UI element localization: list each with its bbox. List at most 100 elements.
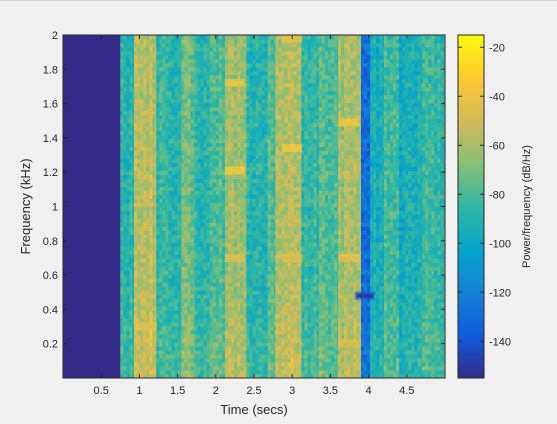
spectrogram-cell (114, 354, 119, 359)
spectrogram-cell (63, 230, 67, 235)
spectrogram-cell (203, 266, 208, 271)
spectrogram-cell (99, 206, 104, 211)
spectrogram-cell (123, 274, 127, 279)
spectrogram-cell (102, 270, 107, 275)
spectrogram-cell (206, 150, 211, 156)
spectrogram-cell (111, 138, 116, 144)
spectrogram-cell (78, 142, 82, 148)
spectrogram-cell (152, 266, 156, 271)
spectrogram-cell (69, 210, 73, 215)
spectrogram-cell (87, 118, 91, 124)
spectrogram-cell (81, 142, 85, 148)
spectrogram-cell (126, 98, 130, 104)
spectrogram-cell (165, 114, 169, 120)
spectrogram-cell (168, 74, 172, 80)
spectrogram-cell (174, 278, 178, 283)
spectrogram-cell (177, 90, 182, 96)
spectrogram-cell (111, 234, 116, 239)
spectrogram-cell (129, 118, 133, 124)
spectrogram-cell (180, 246, 182, 251)
spectrogram-cell (174, 238, 178, 243)
spectrogram-cell (66, 270, 70, 275)
spectrogram-cell (156, 354, 160, 359)
spectrogram-cell (93, 250, 98, 255)
spectrogram-cell (129, 198, 133, 203)
spectrogram-cell (84, 154, 88, 160)
spectrogram-cell (162, 150, 166, 156)
spectrogram-cell (84, 58, 88, 64)
spectrogram-cell (212, 346, 217, 351)
spectrogram-cell (209, 54, 214, 60)
spectrogram-cell (87, 194, 91, 199)
spectrogram-cell (132, 358, 135, 363)
spectrogram-cell (126, 234, 130, 239)
spectrogram-cell (81, 146, 85, 152)
spectrogram-cell (228, 218, 232, 223)
spectrogram-cell (193, 338, 195, 343)
spectrogram-cell (221, 366, 226, 371)
spectrogram-cell (215, 130, 220, 136)
spectrogram-cell (87, 326, 91, 331)
spectrogram-cell (140, 338, 144, 343)
spectrogram-cell (132, 114, 135, 120)
spectrogram-cell (99, 194, 104, 199)
spectrogram-cell (140, 318, 144, 323)
spectrogram-cell (72, 274, 76, 279)
spectrogram-cell (159, 122, 163, 128)
spectrogram-cell (197, 354, 201, 359)
spectrogram-cell (78, 342, 82, 347)
spectrogram-cell (212, 154, 217, 160)
spectrogram-cell (212, 366, 217, 371)
spectrogram-cell (206, 154, 211, 160)
spectrogram-cell (162, 134, 166, 140)
spectrogram-cell (200, 38, 204, 44)
spectrogram-cell (206, 38, 211, 44)
spectrogram-cell (221, 170, 226, 175)
spectrogram-cell (180, 230, 182, 235)
spectrogram-cell (126, 50, 130, 56)
spectrogram-cell (215, 318, 220, 323)
spectrogram-cell (102, 282, 107, 287)
spectrogram-cell (156, 78, 160, 84)
spectrogram-cell (137, 158, 141, 164)
spectrogram-cell (143, 374, 147, 379)
spectrogram-cell (134, 242, 138, 247)
spectrogram-cell (63, 182, 67, 187)
spectrogram-cell (105, 370, 110, 375)
spectrogram-cell (187, 150, 191, 156)
spectrogram-cell (137, 98, 141, 104)
spectrogram-cell (111, 78, 116, 84)
spectrogram-cell (224, 242, 229, 247)
spectrogram-cell (63, 194, 67, 199)
spectrogram-cell (200, 262, 204, 267)
spectrogram-cell (114, 266, 119, 271)
spectrogram-cell (168, 342, 172, 347)
spectrogram-cell (171, 274, 175, 279)
spectrogram-cell (200, 126, 204, 132)
spectrogram-cell (215, 290, 220, 295)
spectrogram-cell (102, 314, 107, 319)
spectrogram-cell (209, 330, 214, 335)
spectrogram-cell (132, 282, 135, 287)
spectrogram-cell (75, 270, 79, 275)
spectrogram-cell (203, 122, 208, 128)
spectrogram-cell (197, 182, 201, 187)
spectrogram-cell (194, 182, 198, 187)
spectrogram-cell (209, 306, 214, 311)
spectrogram-cell (78, 98, 82, 104)
spectrogram-cell (78, 286, 82, 291)
spectrogram-cell (75, 186, 79, 191)
spectrogram-cell (111, 106, 116, 112)
spectrogram-cell (102, 182, 107, 187)
spectrogram-cell (93, 146, 98, 152)
spectrogram-cell (129, 202, 133, 207)
spectrogram-cell (181, 138, 185, 144)
spectrogram-cell (84, 294, 88, 299)
spectrogram-cell (203, 114, 208, 120)
spectrogram-cell (66, 74, 70, 80)
spectrogram-cell (143, 158, 147, 164)
spectrogram-cell (184, 66, 188, 72)
spectrogram-cell (63, 98, 67, 104)
spectrogram-cell (184, 138, 188, 144)
spectrogram-cell (180, 202, 182, 207)
